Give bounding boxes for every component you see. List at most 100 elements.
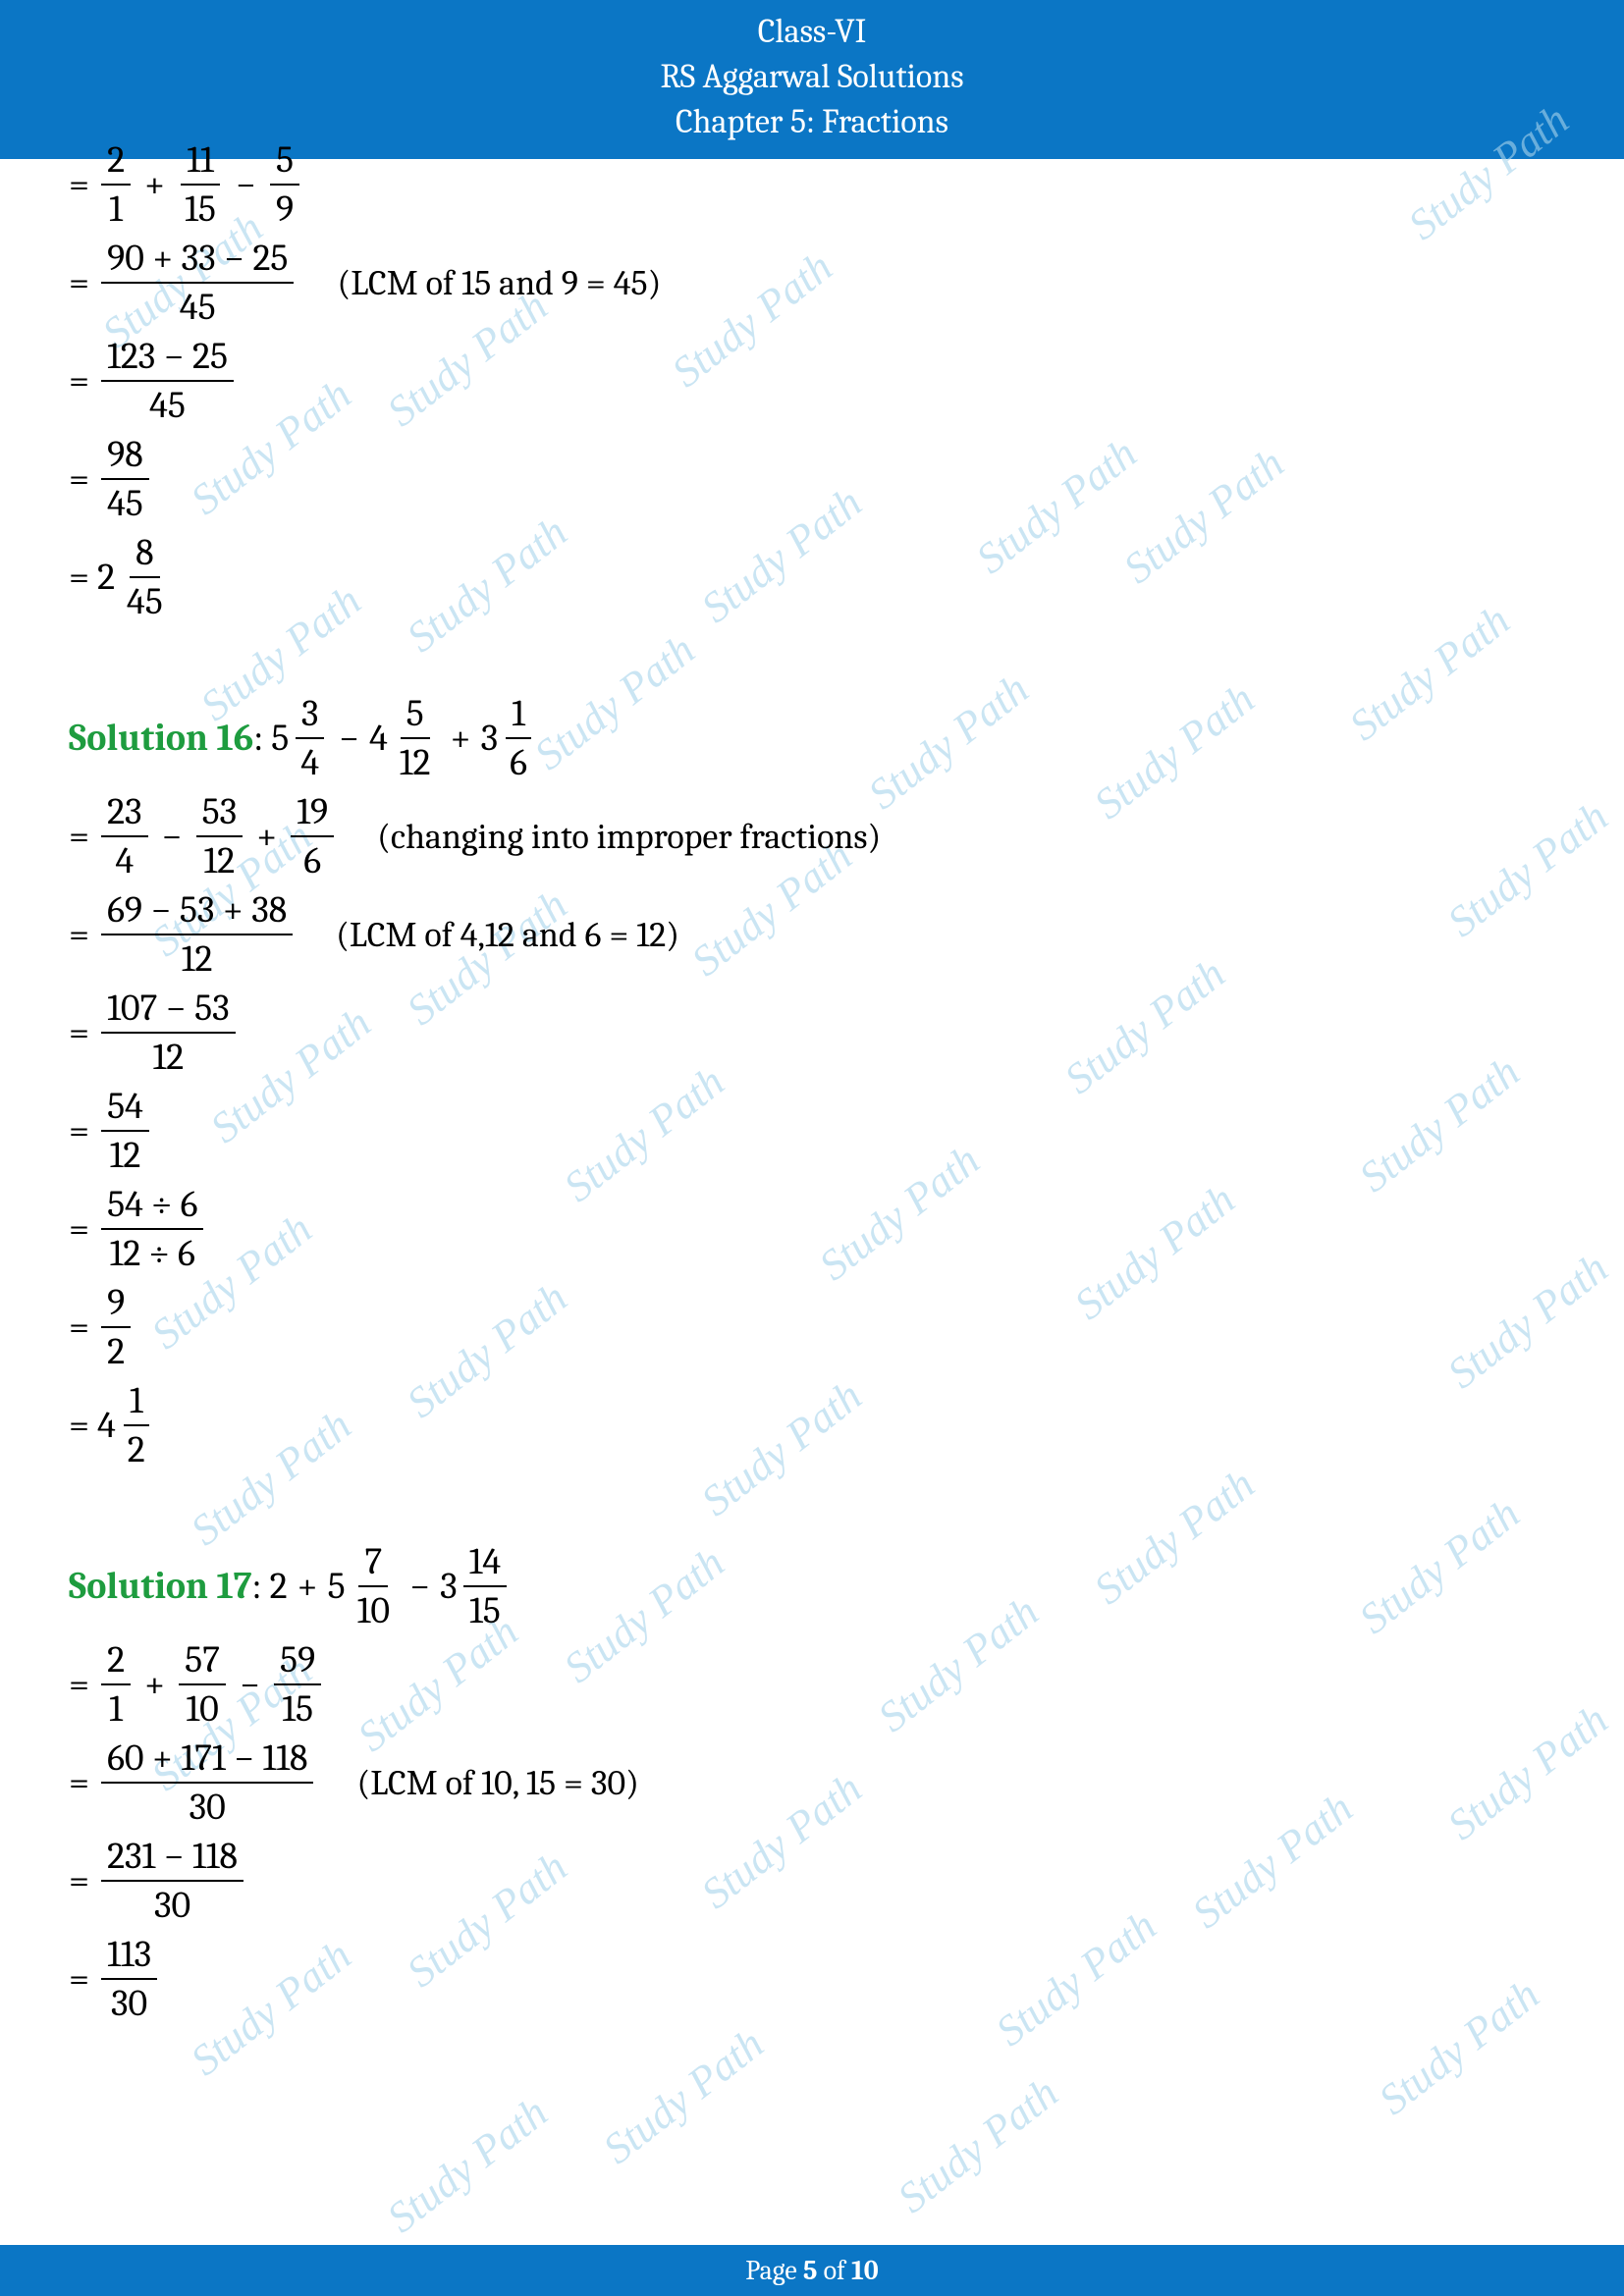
den: 45 (143, 382, 191, 427)
num: 14 (463, 1540, 507, 1587)
den: 9 (270, 186, 299, 231)
s15-line5: = 2 845 (69, 531, 1555, 623)
lcm-note: (LCM of 10, 15 = 30) (356, 1763, 638, 1803)
solution-15-continuation: = 21 + 1115 − 59 = 90 + 33 − 2545 (LCM o… (69, 138, 1555, 623)
num: 3 (296, 692, 325, 739)
header-line1: Class-VI (0, 10, 1624, 55)
footer-middle: of (817, 2255, 851, 2286)
num: 90 + 33 − 25 (101, 237, 294, 284)
solution-label: Solution 17 (69, 1565, 252, 1608)
footer-prefix: Page (745, 2255, 803, 2286)
s17-line4: = 11330 (69, 1933, 1555, 2025)
op: + (256, 815, 277, 858)
den: 15 (463, 1587, 507, 1632)
solution-16: Solution 16: 5 34 − 4 512 + 3 16 = 234 −… (69, 692, 1555, 1471)
op: − (409, 1565, 430, 1608)
num: 98 (101, 433, 149, 480)
s16-line5: = 54 ÷ 612 ÷ 6 (69, 1183, 1555, 1275)
den: 4 (109, 837, 139, 882)
den: 45 (121, 578, 169, 623)
s16-problem: Solution 16: 5 34 − 4 512 + 3 16 (69, 692, 1555, 784)
num: 23 (101, 790, 147, 837)
s15-line2: = 90 + 33 − 2545 (LCM of 15 and 9 = 45) (69, 237, 1555, 329)
den: 12 (198, 837, 242, 882)
page-footer: Page 5 of 10 (0, 2245, 1624, 2296)
footer-current: 5 (803, 2255, 818, 2286)
num: 2 (101, 138, 131, 186)
num: 9 (101, 1281, 131, 1328)
den: 45 (101, 480, 149, 525)
num: 19 (291, 790, 334, 837)
lcm-note: (LCM of 4,12 and 6 = 12) (336, 915, 679, 955)
s17-line2: = 60 + 171 − 11830 (LCM of 10, 15 = 30) (69, 1736, 1555, 1829)
op: − (162, 815, 183, 858)
s16-line1: = 234 − 5312 + 196 (changing into improp… (69, 790, 1555, 882)
s16-line4: = 5412 (69, 1085, 1555, 1177)
footer-total: 10 (851, 2255, 879, 2286)
note: (changing into improper fractions) (377, 817, 881, 857)
num: 113 (101, 1933, 157, 1980)
num: 11 (181, 138, 220, 186)
whole: 3 (481, 717, 499, 760)
num: 1 (124, 1379, 149, 1426)
num: 5 (401, 692, 430, 739)
s17-line3: = 231 − 11830 (69, 1835, 1555, 1927)
s16-line2: = 69 − 53 + 3812 (LCM of 4,12 and 6 = 12… (69, 888, 1555, 981)
den: 12 (147, 1034, 190, 1079)
s16-line6: = 92 (69, 1281, 1555, 1373)
op: − (240, 1663, 260, 1706)
s16-line3: = 107 − 5312 (69, 987, 1555, 1079)
s15-line4: = 9845 (69, 433, 1555, 525)
whole: 5 (271, 717, 289, 760)
s15-line3: = 123 − 2545 (69, 335, 1555, 427)
s17-line1: = 21 + 5710 − 5915 (69, 1638, 1555, 1731)
den: 4 (295, 739, 325, 784)
term: 2 (270, 1565, 288, 1608)
watermark-text: Study Path (378, 2087, 558, 2242)
num: 69 − 53 + 38 (101, 888, 293, 935)
den: 45 (174, 284, 222, 329)
op: − (236, 163, 256, 206)
num: 8 (130, 531, 159, 578)
num: 57 (179, 1638, 226, 1685)
solution-17: Solution 17: 2 + 5 710 − 3 1415 = 21 + 5… (69, 1540, 1555, 2025)
num: 60 + 171 − 118 (101, 1736, 313, 1784)
whole: 4 (369, 717, 388, 760)
num: 7 (358, 1540, 388, 1587)
den: 10 (180, 1685, 224, 1731)
den: 1 (103, 1685, 129, 1731)
den: 30 (184, 1784, 232, 1829)
num: 1 (506, 692, 531, 739)
op: + (144, 163, 165, 206)
s15-line1: = 21 + 1115 − 59 (69, 138, 1555, 231)
num: 59 (274, 1638, 321, 1685)
whole: 5 (328, 1565, 346, 1608)
num: 231 − 118 (101, 1835, 244, 1882)
den: 15 (179, 186, 222, 231)
den: 30 (105, 1980, 153, 2025)
op: + (298, 1565, 318, 1608)
whole: 3 (440, 1565, 458, 1608)
op: + (451, 717, 471, 760)
op: + (144, 1663, 165, 1706)
den: 12 (104, 1132, 147, 1177)
whole: 4 (97, 1404, 116, 1447)
num: 2 (101, 1638, 131, 1685)
page-content: = 21 + 1115 − 59 = 90 + 33 − 2545 (LCM o… (69, 133, 1555, 2094)
header-line2: RS Aggarwal Solutions (0, 55, 1624, 100)
num: 107 − 53 (101, 987, 236, 1034)
num: 54 (101, 1085, 149, 1132)
num: 54 ÷ 6 (101, 1183, 203, 1230)
s16-line7: = 4 12 (69, 1379, 1555, 1471)
den: 12 ÷ 6 (104, 1230, 201, 1275)
den: 2 (122, 1426, 151, 1471)
num: 123 − 25 (101, 335, 234, 382)
lcm-note: (LCM of 15 and 9 = 45) (337, 263, 661, 303)
whole: 2 (97, 556, 115, 599)
solution-label: Solution 16 (69, 717, 253, 760)
s17-problem: Solution 17: 2 + 5 710 − 3 1415 (69, 1540, 1555, 1632)
den: 2 (101, 1328, 131, 1373)
den: 12 (176, 935, 219, 981)
op: − (339, 717, 359, 760)
den: 12 (394, 739, 437, 784)
